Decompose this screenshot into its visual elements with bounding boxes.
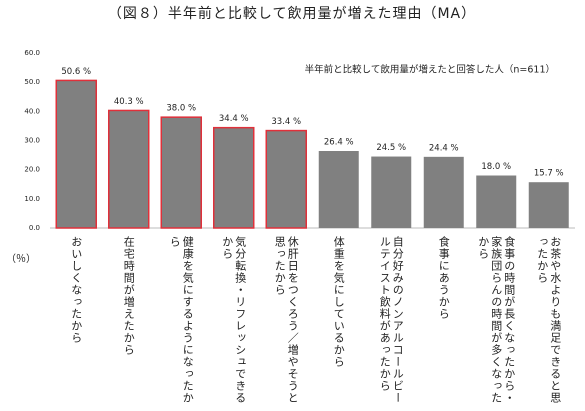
value-label: 33.4 %: [271, 117, 301, 127]
value-label: 34.4 %: [219, 114, 249, 124]
value-label: 40.3 %: [114, 97, 144, 107]
bar: [318, 151, 359, 228]
x-tick-label: 自分好みのノンアルコールビールテイスト飲料があったから: [378, 236, 405, 404]
y-tick-label: 0.0: [29, 224, 40, 232]
bar: [476, 175, 517, 228]
y-tick-label: 30.0: [24, 137, 40, 145]
bar: [55, 79, 97, 229]
x-tick-label: 休肝日をつくろう／増やそうと思ったから: [273, 236, 300, 404]
annotation: 半年前と比較して飲用量が増えたと回答した人（n=611）: [305, 64, 555, 76]
x-tick-label: 食事にあうから: [437, 236, 451, 320]
bar: [423, 156, 464, 228]
value-label: 15.7 %: [534, 169, 564, 179]
x-tick-label: 気分転換・リフレッシュできるから: [220, 236, 247, 404]
y-tick-label: 50.0: [24, 78, 40, 86]
bar: [160, 116, 202, 229]
y-tick-label: 20.0: [24, 166, 40, 174]
y-tick-label: 10.0: [24, 195, 40, 203]
value-label: 24.4 %: [429, 143, 459, 153]
value-label: 26.4 %: [324, 138, 354, 148]
x-tick-label: お茶や水よりも満足できると思ったから: [535, 236, 562, 404]
y-tick-label: 60.0: [24, 49, 40, 57]
x-tick-label: 健康を気にするようになったから: [168, 236, 195, 404]
y-tick-label: 40.0: [24, 107, 40, 115]
bar: [371, 156, 412, 228]
x-tick-label: 体重を気にしているから: [332, 236, 346, 368]
bar: [265, 129, 307, 229]
value-label: 38.0 %: [166, 104, 196, 114]
y-axis-label: （％）: [6, 254, 36, 265]
x-tick-label: 食事の時間が長くなったから・家族団らんの時間が多くなったから: [476, 236, 516, 404]
bar: [108, 109, 150, 229]
x-tick-label: 在宅時間が増えたから: [122, 236, 136, 356]
x-tick-label: おいしくなったから: [69, 236, 83, 344]
chart-title: （図８）半年前と比較して飲用量が増えた理由（MA）: [108, 5, 476, 22]
value-label: 18.0 %: [481, 162, 511, 172]
bar: [528, 182, 569, 228]
bar: [213, 126, 255, 229]
value-label: 24.5 %: [376, 143, 406, 153]
value-label: 50.6 %: [61, 67, 91, 77]
